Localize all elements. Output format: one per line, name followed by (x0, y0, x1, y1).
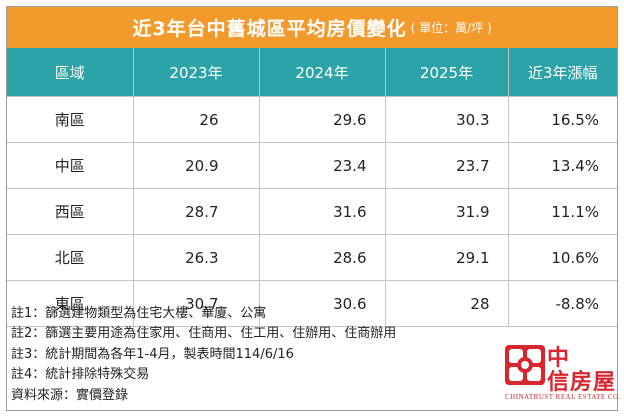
note-3: 註3：統計期間為各年1-4月，製表時間114/6/16 (11, 346, 294, 362)
price-table: 區域 2023年 2024年 2025年 近3年漲幅 南區 26 29.6 30… (7, 48, 617, 327)
price-table-card: 近3年台中舊城區平均房價變化 ( 單位：萬/坪 ) 區域 2023年 2024年… (6, 6, 620, 411)
cell-change: 11.1% (508, 188, 617, 235)
cell-2025: 29.1 (385, 234, 509, 281)
cell-region: 中區 (7, 142, 134, 189)
cell-2025: 31.9 (385, 188, 509, 235)
cell-2023: 26 (133, 96, 260, 143)
table-row: 南區 26 29.6 30.3 16.5% (7, 96, 617, 143)
table-row: 西區 28.7 31.6 31.9 11.1% (7, 188, 617, 235)
cell-region: 東區 (7, 280, 134, 327)
cell-2024: 29.6 (259, 96, 386, 143)
cell-2023: 20.9 (133, 142, 260, 189)
footnotes: 註1：篩選建物類型為住宅大樓、華廈、公寓 註2：篩選主要用途為住家用、住商用、住… (11, 304, 396, 406)
cell-2023: 28.7 (133, 188, 260, 235)
note-1: 註1：篩選建物類型為住宅大樓、華廈、公寓 (11, 306, 267, 321)
table-row: 東區 30.7 30.6 28 -8.8% (7, 280, 617, 327)
chinatrust-emblem-icon (505, 345, 545, 385)
cell-change: 13.4% (508, 142, 617, 189)
cell-change: 10.6% (508, 234, 617, 281)
header-row: 區域 2023年 2024年 2025年 近3年漲幅 (7, 48, 617, 97)
cell-region: 南區 (7, 96, 134, 143)
data-source: 資料來源：實價登錄 (11, 387, 129, 403)
logo-english-name: CHINATRUST REAL ESTATE CO. (505, 393, 621, 401)
cell-region: 北區 (7, 234, 134, 281)
cell-2025: 28 (385, 280, 509, 327)
cell-2024: 23.4 (259, 142, 386, 189)
table-row: 北區 26.3 28.6 29.1 10.6% (7, 234, 617, 281)
table-title: 近3年台中舊城區平均房價變化 ( 單位：萬/坪 ) (7, 7, 617, 48)
header-2025: 2025年 (385, 48, 509, 97)
logo-name-line1: 中 (547, 346, 571, 371)
cell-2023: 30.7 (133, 280, 260, 327)
cell-change: 16.5% (508, 96, 617, 143)
header-change: 近3年漲幅 (508, 48, 617, 97)
logo-name-line2: 信房屋 (547, 370, 617, 395)
cell-change: -8.8% (508, 280, 617, 327)
chinatrust-logo: 中 信房屋 CHINATRUST REAL ESTATE CO. (505, 343, 620, 409)
table-row: 中區 20.9 23.4 23.7 13.4% (7, 142, 617, 189)
cell-2025: 30.3 (385, 96, 509, 143)
cell-2024: 30.6 (259, 280, 386, 327)
cell-2024: 31.6 (259, 188, 386, 235)
cell-2023: 26.3 (133, 234, 260, 281)
cell-region: 西區 (7, 188, 134, 235)
note-4: 註4：統計排除特殊交易 (11, 367, 150, 383)
cell-2025: 23.7 (385, 142, 509, 189)
cell-2024: 28.6 (259, 234, 386, 281)
header-region: 區域 (7, 48, 134, 97)
logo-name: 中 信房屋 (547, 347, 616, 395)
note-2: 註2：篩選主要用途為住家用、住商用、住工用、住辦用、住商辦用 (11, 326, 397, 342)
header-2024: 2024年 (259, 48, 386, 97)
title-text: 近3年台中舊城區平均房價變化 (132, 18, 407, 40)
unit-label: ( 單位：萬/坪 ) (410, 21, 492, 35)
header-2023: 2023年 (133, 48, 260, 97)
